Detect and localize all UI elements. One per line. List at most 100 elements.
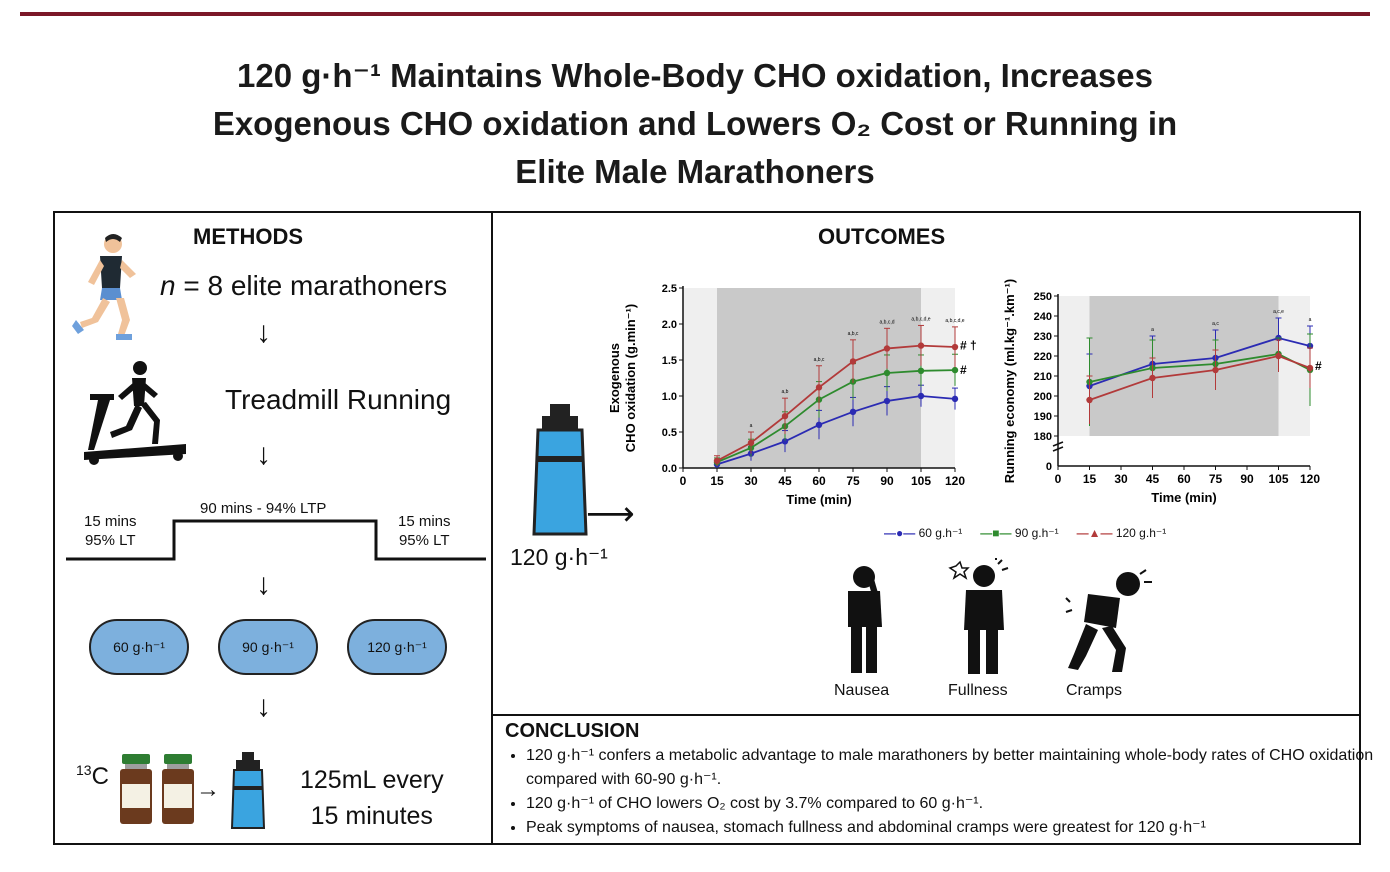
significance-label: a,b,c,d [879,319,894,325]
y-axis-label: Exogenous [607,343,622,413]
exogenous-cho-chart: 0 15 30 45 60 75 90 105 120 0.0 0.5 1.0 1.5 2.0 2.5 Tim… [607,283,977,507]
x-tick-label: 60 [1177,472,1191,486]
data-point [1306,364,1314,372]
x-axis-label: Time (min) [786,492,852,507]
x-tick-label: 105 [1268,472,1288,486]
data-point [1275,352,1282,360]
y-tick-label: 240 [1034,311,1052,323]
data-point [1149,374,1156,382]
top-accent-bar [20,12,1370,16]
data-point [917,342,925,349]
conclusion-item: 120 g·h⁻¹ confers a metabolic advantage … [526,744,1376,792]
data-point [951,343,959,351]
significance-label: a,b,c [814,357,825,363]
significance-label: a,b,c,d,e [945,318,964,324]
x-tick-label: 30 [1114,472,1128,486]
arrow-down-icon: ↓ [256,316,271,349]
significance-label: a [1309,317,1312,323]
arrow-down-icon: ↓ [256,568,271,601]
data-point [1086,396,1093,404]
running-economy-chart: 0 15 30 45 60 75 90 105 120 180 190 200 210 220 230 240… [1002,279,1322,505]
conclusion-panel [491,714,1361,845]
title-line-1: 120 g·h⁻¹ Maintains Whole-Body CHO oxida… [237,57,1153,94]
data-point [747,439,755,446]
y-tick-label: 230 [1034,331,1052,343]
y-tick-label: 2.5 [662,283,677,295]
phase3-label: 15 mins 95% LT [398,513,451,549]
title-line-3: Elite Male Marathoners [515,153,875,190]
y-tick-label: 220 [1034,351,1052,363]
outcomes-heading: OUTCOMES [818,224,946,249]
y-tick-label: 1.5 [662,355,677,367]
x-tick-label: 90 [1240,472,1254,486]
data-point [883,345,891,352]
significance-label: a,b [782,389,789,395]
y-tick-label: 200 [1034,391,1052,403]
drink-bottle-icon [230,752,266,829]
dosing-text: 125mL every 15 minutes [300,766,444,830]
series-line-0 [716,395,956,466]
data-point [815,421,823,428]
x-tick-label: 30 [744,474,758,488]
arrow-right-icon: ⟶ [586,495,635,533]
y-tick-label: 210 [1034,371,1052,383]
x-tick-label: 0 [680,474,687,488]
symptom-label-cramps: Cramps [1066,682,1123,699]
data-point [917,392,925,400]
significance-label: a,c [1212,321,1219,327]
isotope-vials-icon [120,754,194,824]
end-mark: # [1315,359,1322,373]
treadmill-icon [84,361,186,465]
axis-break [1052,446,1064,452]
y-tick-label: 2.0 [662,319,677,331]
nausea-figure-icon [848,566,882,673]
arrow-down-icon: ↓ [256,690,271,723]
significance-label: a,b,c,d,e [911,316,930,322]
dose-90-pill: 90 g·h⁻¹ [218,619,318,675]
legend-item-60: —●— 60 g.h⁻¹ [884,526,963,540]
y-axis-label: Running economy (ml.kg⁻¹.km⁻¹) [1002,279,1017,483]
isotope-label: 13C [76,762,109,790]
phase1-label: 15 mins 95% LT [84,513,137,549]
symptom-label-nausea: Nausea [834,682,890,699]
title-line-2: Exogenous CHO oxidation and Lowers O₂ Co… [212,105,1178,142]
dose-60-pill: 60 g·h⁻¹ [89,619,189,675]
x-tick-label: 45 [778,474,792,488]
axis-break [1052,441,1064,447]
data-point [917,367,925,374]
x-tick-label: 120 [1300,472,1320,486]
data-point [815,384,823,391]
conclusion-item: Peak symptoms of nausea, stomach fullnes… [526,816,1376,840]
data-point [1212,366,1219,374]
data-point [883,369,891,377]
x-tick-label: 15 [710,474,724,488]
conclusion-list: 120 g·h⁻¹ confers a metabolic advantage … [508,744,1376,840]
data-point [849,358,857,365]
data-point [713,457,721,464]
x-tick-label: 90 [880,474,894,488]
data-point [781,438,789,445]
end-mark-90: # [960,363,967,377]
symptom-label-fullness: Fullness [948,682,1008,699]
y-tick-label: 1.0 [662,391,677,403]
legend-item-90: —■— 90 g.h⁻¹ [980,526,1059,540]
protocol-profile [66,519,486,561]
data-point [849,408,857,416]
runner-icon [72,234,136,340]
fullness-figure-icon [948,558,1009,674]
x-tick-label: 60 [812,474,826,488]
x-axis-label: Time (min) [1151,490,1217,505]
x-tick-label: 0 [1055,472,1062,486]
chart-legend: —●— 60 g.h⁻¹ —■— 90 g.h⁻¹ —▲— 120 g.h⁻¹ [884,526,1166,540]
data-point [951,366,959,374]
phase2-label: 90 mins - 94% LTP [200,500,327,517]
methods-heading: METHODS [193,224,303,249]
significance-label: a [1151,327,1154,333]
participants-text: n = 8 elite marathoners [160,270,448,301]
data-point [781,412,789,420]
data-point [951,395,959,403]
large-bottle-icon [532,404,588,536]
series-line-2 [716,344,956,462]
x-tick-label: 45 [1146,472,1160,486]
series-line-1 [716,369,956,464]
